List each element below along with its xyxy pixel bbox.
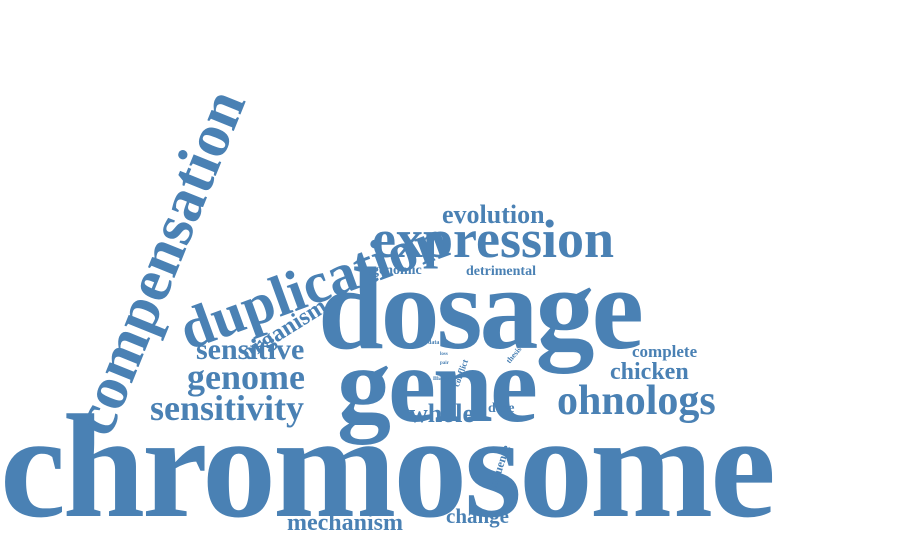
word-genome: genome xyxy=(187,357,305,397)
word-chicken: chicken xyxy=(610,359,689,385)
word-detrimental: detrimental xyxy=(466,264,536,279)
word-sensitivity: sensitivity xyxy=(150,388,305,428)
word-evolution: evolution xyxy=(442,200,545,229)
word-complete: complete xyxy=(632,342,698,361)
word-pair: pair xyxy=(440,361,449,366)
word-genomic: genomic xyxy=(372,263,422,278)
word-chromosome: chromosome xyxy=(0,385,776,533)
word-dosage: dosage xyxy=(318,243,644,374)
word-ohnologs: ohnologs xyxy=(557,378,716,424)
word-dose: dose xyxy=(488,401,515,416)
word-change: change xyxy=(446,504,509,528)
word-loss: loss xyxy=(440,352,448,357)
word-expression: expression xyxy=(372,209,615,269)
word-data: data xyxy=(428,340,440,346)
word-gene: gene xyxy=(337,326,538,445)
word-many: many xyxy=(433,374,450,382)
word-sensitive: sensitive xyxy=(196,333,305,366)
word-whole: whole xyxy=(409,399,474,428)
word-mechanism: mechanism xyxy=(287,510,403,533)
